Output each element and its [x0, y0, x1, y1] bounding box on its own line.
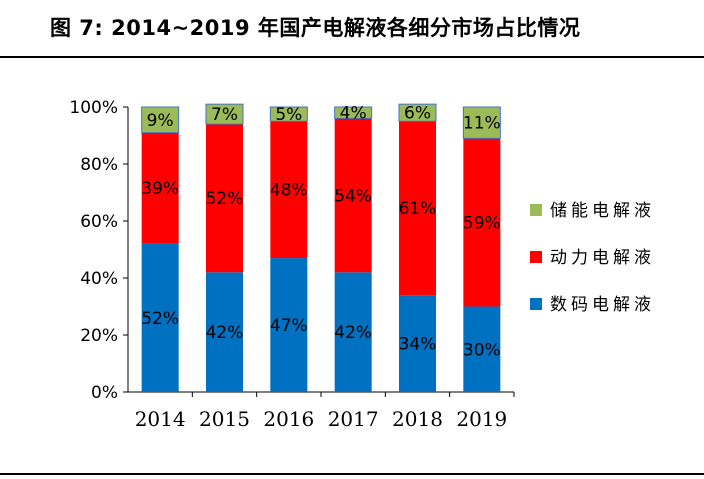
bar-segment: [462, 106, 501, 139]
x-tick-label: 2015: [199, 407, 250, 431]
data-label: 6%: [404, 104, 431, 124]
bar-segment: [399, 295, 436, 392]
bar-segment: [206, 272, 243, 392]
chart-axes: 0% 20% 40% 60% 80% 100% 2014 2015 2016 2017 2018 20…: [69, 98, 515, 431]
y-tick-label: 100%: [69, 98, 118, 118]
bar-segment: [334, 272, 372, 392]
y-tick-label: 80%: [80, 155, 118, 175]
legend-swatch: [530, 204, 542, 216]
data-labels: 52% 39% 9% 42% 52% 7% 47% 48% 5% 42% 54% 4% 34% 61% 6%…: [141, 104, 500, 361]
data-label: 52%: [206, 189, 244, 209]
x-tick-label: 2014: [135, 407, 186, 431]
bar-segment: [141, 243, 179, 392]
bar-segment: [398, 103, 437, 122]
data-label: 42%: [334, 323, 372, 343]
legend-swatch: [530, 298, 542, 310]
data-label: 39%: [141, 179, 179, 199]
data-label: 9%: [147, 111, 174, 131]
data-label: 4%: [340, 104, 367, 124]
data-label: 61%: [399, 199, 437, 219]
bar-segment: [334, 118, 372, 273]
bar-segment: [270, 258, 308, 392]
bar-segment: [141, 132, 179, 244]
y-tick-label: 0%: [91, 383, 118, 403]
data-label: 30%: [463, 340, 501, 360]
x-tick-label: 2016: [263, 407, 314, 431]
data-label: 34%: [399, 335, 437, 355]
x-tick-label: 2019: [456, 407, 507, 431]
bar-segment: [399, 121, 436, 296]
data-label: 48%: [270, 181, 308, 201]
bar-segment: [269, 106, 308, 122]
bar-segment: [141, 106, 180, 134]
bar-segment: [205, 103, 244, 125]
data-label: 42%: [206, 323, 244, 343]
data-label: 52%: [141, 309, 179, 329]
bar-segment: [463, 138, 501, 307]
y-tick-label: 60%: [80, 212, 118, 232]
y-tick-label: 20%: [80, 326, 118, 346]
data-label: 59%: [463, 213, 501, 233]
data-label: 47%: [270, 316, 308, 336]
data-label: 5%: [275, 105, 302, 125]
bottom-rule: [0, 473, 704, 475]
bar-segment: [463, 306, 501, 392]
x-tick-label: 2018: [392, 407, 443, 431]
bar-segment: [334, 106, 373, 119]
title-bar: 图 7: 2014~2019 年国产电解液各细分市场占比情况: [0, 0, 704, 58]
legend-label: 数码电解液: [550, 295, 655, 315]
legend-label: 储能电解液: [550, 201, 655, 221]
data-label: 7%: [211, 105, 238, 125]
figure-title: 图 7: 2014~2019 年国产电解液各细分市场占比情况: [50, 16, 581, 40]
x-tick-label: 2017: [328, 407, 379, 431]
legend-label: 动力电解液: [550, 248, 655, 268]
bar-segment: [270, 121, 308, 259]
data-label: 54%: [334, 186, 372, 206]
bar-segment: [206, 124, 243, 273]
legend-swatch: [530, 251, 542, 263]
y-tick-label: 40%: [80, 269, 118, 289]
data-label: 11%: [463, 114, 501, 134]
chart-bars: [141, 103, 501, 392]
